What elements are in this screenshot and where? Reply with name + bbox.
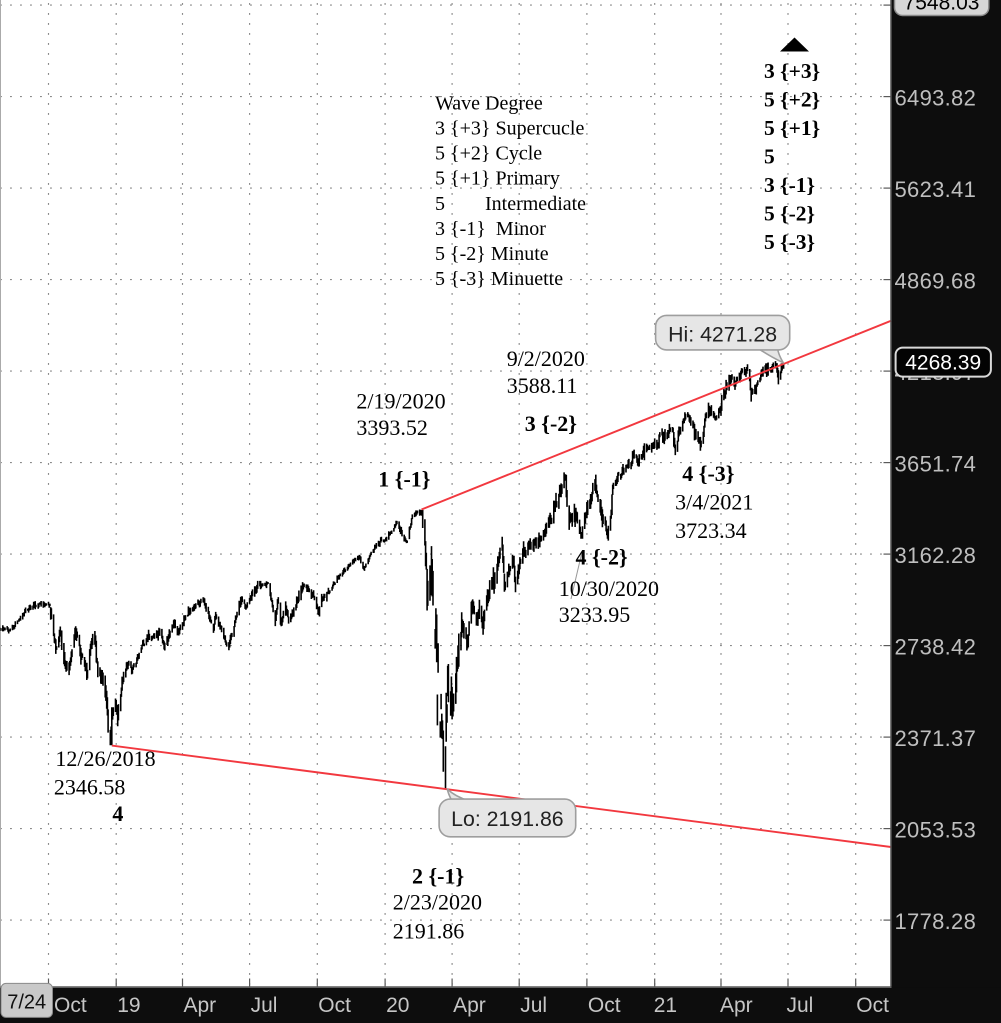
svg-text:4 {-2}: 4 {-2} <box>576 544 628 569</box>
svg-text:Apr: Apr <box>720 994 753 1017</box>
svg-text:12/26/2018: 12/26/2018 <box>55 746 155 771</box>
svg-text:4: 4 <box>112 801 123 826</box>
svg-text:5 Intermediate: 5 Intermediate <box>435 193 586 215</box>
svg-text:3 {-1}: 3 {-1} <box>764 173 815 197</box>
svg-text:3/4/2021: 3/4/2021 <box>675 490 753 515</box>
svg-text:4869.68: 4869.68 <box>895 268 977 293</box>
svg-text:Oct: Oct <box>588 994 621 1017</box>
svg-text:Lo: 2191.86: Lo: 2191.86 <box>451 807 564 831</box>
svg-text:5 {+2} Cycle: 5 {+2} Cycle <box>435 143 542 165</box>
svg-text:Wave Degree: Wave Degree <box>435 92 543 114</box>
svg-text:Oct: Oct <box>856 994 889 1017</box>
svg-text:Oct: Oct <box>318 994 351 1017</box>
svg-text:4 {-3}: 4 {-3} <box>682 461 734 486</box>
svg-text:5 {+1} Primary: 5 {+1} Primary <box>435 168 560 190</box>
svg-text:2346.58: 2346.58 <box>54 775 126 800</box>
svg-text:5 {-2}: 5 {-2} <box>764 202 815 226</box>
svg-text:2053.53: 2053.53 <box>895 817 977 842</box>
svg-text:5 {-2} Minute: 5 {-2} Minute <box>435 243 549 265</box>
svg-text:1 {-1}: 1 {-1} <box>378 467 430 492</box>
svg-text:3393.52: 3393.52 <box>356 415 428 440</box>
svg-text:3 {+3} Supercucle: 3 {+3} Supercucle <box>435 118 584 140</box>
svg-text:2 {-1}: 2 {-1} <box>412 863 464 888</box>
svg-text:3162.28: 3162.28 <box>895 543 977 568</box>
svg-text:2738.42: 2738.42 <box>895 634 977 659</box>
svg-text:2/19/2020: 2/19/2020 <box>356 388 445 413</box>
svg-text:5 {+1}: 5 {+1} <box>764 116 820 140</box>
svg-text:21: 21 <box>654 994 677 1017</box>
svg-text:20: 20 <box>386 994 409 1017</box>
svg-text:3 {-2}: 3 {-2} <box>525 411 577 436</box>
svg-text:Jul: Jul <box>520 994 547 1017</box>
svg-text:9/2/2020: 9/2/2020 <box>507 346 585 371</box>
svg-text:5: 5 <box>764 145 775 169</box>
svg-text:5623.41: 5623.41 <box>895 177 977 202</box>
svg-text:5 {-3} Minuette: 5 {-3} Minuette <box>435 268 563 290</box>
svg-text:2/23/2020: 2/23/2020 <box>393 890 482 915</box>
svg-text:7548.03: 7548.03 <box>904 0 980 15</box>
svg-text:7/24: 7/24 <box>7 992 46 1014</box>
svg-text:2371.37: 2371.37 <box>895 726 977 751</box>
svg-text:Hi: 4271.28: Hi: 4271.28 <box>668 322 777 346</box>
svg-text:Oct: Oct <box>54 994 87 1017</box>
svg-text:5 {+2}: 5 {+2} <box>764 87 820 111</box>
svg-text:19: 19 <box>117 994 140 1017</box>
svg-text:3 {+3}: 3 {+3} <box>764 59 820 83</box>
svg-text:Jul: Jul <box>787 994 814 1017</box>
svg-text:4268.39: 4268.39 <box>905 352 981 375</box>
svg-text:Apr: Apr <box>453 994 486 1017</box>
svg-text:2191.86: 2191.86 <box>393 918 465 943</box>
svg-text:5 {-3}: 5 {-3} <box>764 230 815 254</box>
svg-text:3588.11: 3588.11 <box>507 373 578 398</box>
svg-text:3233.95: 3233.95 <box>559 602 631 627</box>
svg-text:10/30/2020: 10/30/2020 <box>559 576 659 601</box>
svg-text:Jul: Jul <box>251 994 278 1017</box>
svg-text:3723.34: 3723.34 <box>675 518 747 543</box>
svg-text:6493.82: 6493.82 <box>895 85 977 110</box>
svg-text:3651.74: 3651.74 <box>895 451 977 476</box>
svg-text:3 {-1} Minor: 3 {-1} Minor <box>435 218 546 240</box>
svg-text:1778.28: 1778.28 <box>895 909 977 934</box>
svg-text:Apr: Apr <box>184 994 217 1017</box>
